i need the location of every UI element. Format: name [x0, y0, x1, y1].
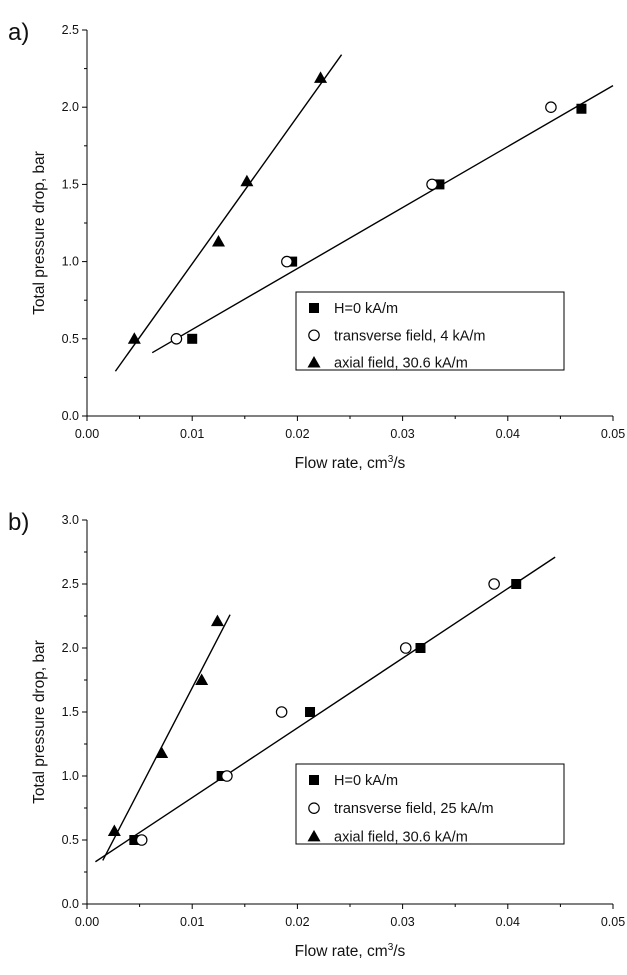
series-triangle [127, 71, 328, 344]
x-tick-label: 0.01 [180, 427, 204, 441]
x-axis-label: Flow rate, cm3/s [295, 942, 406, 960]
series-circle [135, 578, 500, 846]
x-axis-label: Flow rate, cm3/s [295, 454, 406, 472]
data-point-square [511, 579, 522, 589]
legend-label: axial field, 30.6 kA/m [334, 829, 468, 845]
data-point-circle [545, 101, 557, 113]
fit-line [102, 614, 231, 861]
legend-marker-triangle [307, 829, 321, 842]
data-point-triangle [155, 746, 169, 758]
y-tick-label: 2.0 [62, 100, 79, 114]
x-tick-label: 0.00 [75, 427, 99, 441]
y-tick-label: 1.0 [62, 769, 79, 783]
series-triangle [107, 614, 224, 837]
y-tick-label: 3.0 [62, 513, 79, 527]
data-point-square [576, 103, 587, 114]
fit-line [95, 556, 556, 863]
legend-marker-square [309, 775, 319, 785]
y-tick-label: 2.0 [62, 641, 79, 655]
x-tick-label: 0.02 [285, 915, 309, 929]
x-tick-label: 0.05 [601, 427, 625, 441]
legend-marker-circle [308, 329, 320, 342]
data-point-triangle [210, 614, 224, 627]
y-tick-label: 2.5 [62, 23, 79, 37]
data-point-triangle [107, 824, 121, 837]
data-point-triangle [212, 235, 225, 247]
fit-line [151, 84, 614, 354]
data-point-square [415, 643, 426, 653]
y-tick-label: 0.0 [62, 409, 79, 423]
x-tick-label: 0.03 [390, 915, 414, 929]
y-tick-label: 1.5 [62, 177, 79, 191]
x-tick-label: 0.03 [390, 427, 414, 441]
legend-label: axial field, 30.6 kA/m [334, 356, 468, 372]
chart-panel-a: a) 0.00 0.01 0.02 0.03 0.04 0.05 0.0 0.5 1.0 1.5 2.… [8, 19, 625, 472]
chart-panel-b: b) 0.00 0.01 0.02 0.03 0.04 0.05 0.0 0.5 1.0 1.5 2.… [8, 509, 625, 960]
legend-marker-circle [308, 802, 320, 814]
y-tick-label: 0.5 [62, 332, 79, 346]
y-axis-label: Total pressure drop, bar [31, 151, 48, 315]
legend-label: transverse field, 4 kA/m [334, 328, 486, 344]
data-point-circle [488, 578, 500, 590]
data-point-circle [281, 255, 293, 268]
data-point-triangle [195, 673, 209, 685]
data-point-square [305, 707, 316, 717]
legend: H=0 kA/m transverse field, 4 kA/m axial fi… [295, 291, 565, 372]
panel-label: a) [8, 19, 29, 46]
data-point-square [434, 179, 445, 190]
data-point-circle [170, 332, 183, 345]
y-tick-label: 0.5 [62, 833, 79, 847]
y-axis-label: Total pressure drop, bar [31, 640, 48, 804]
legend-label: H=0 kA/m [334, 773, 398, 789]
y-tick-label: 0.0 [62, 897, 79, 911]
data-point-circle [135, 834, 148, 846]
data-point-square [129, 835, 140, 845]
legend-label: H=0 kA/m [334, 301, 398, 317]
data-point-square [187, 333, 198, 344]
legend-box [295, 291, 565, 371]
x-tick-label: 0.00 [75, 915, 99, 929]
data-point-triangle [240, 174, 254, 187]
y-tick-label: 1.0 [62, 255, 79, 269]
legend-label: transverse field, 25 kA/m [334, 801, 494, 817]
legend-marker-square [309, 303, 319, 313]
y-tick-label: 1.5 [62, 705, 79, 719]
x-tick-label: 0.04 [496, 915, 520, 929]
x-tick-label: 0.02 [285, 427, 309, 441]
data-point-circle [221, 770, 233, 782]
panel-label: b) [8, 509, 29, 536]
x-tick-label: 0.01 [180, 915, 204, 929]
fit-line [114, 54, 343, 372]
legend: H=0 kA/m transverse field, 25 kA/m axial f… [295, 763, 565, 845]
series-circle [170, 101, 557, 345]
y-tick-label: 2.5 [62, 577, 79, 591]
data-point-circle [275, 706, 288, 718]
data-point-triangle [127, 332, 141, 344]
legend-box [295, 763, 565, 845]
x-tick-label: 0.05 [601, 915, 625, 929]
data-point-triangle [314, 71, 328, 83]
x-tick-label: 0.04 [496, 427, 520, 441]
data-point-circle [426, 178, 438, 191]
data-point-circle [399, 642, 412, 654]
legend-marker-triangle [307, 356, 321, 368]
